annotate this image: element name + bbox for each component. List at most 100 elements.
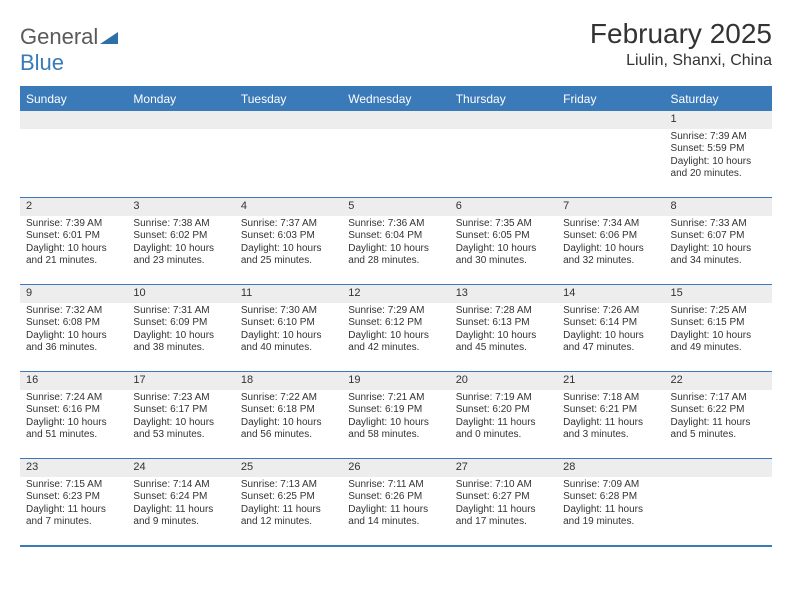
daylight-line: and 51 minutes. bbox=[26, 429, 121, 442]
daylight-line: and 38 minutes. bbox=[133, 342, 228, 355]
sunset-line: Sunset: 6:09 PM bbox=[133, 317, 228, 330]
sunset-line: Sunset: 6:12 PM bbox=[348, 317, 443, 330]
sunset-line: Sunset: 6:07 PM bbox=[671, 230, 766, 243]
day-details: Sunrise: 7:33 AMSunset: 6:07 PMDaylight:… bbox=[665, 216, 772, 272]
sunset-line: Sunset: 6:19 PM bbox=[348, 404, 443, 417]
day-header: Tuesday bbox=[235, 88, 342, 111]
daylight-line: Daylight: 10 hours bbox=[133, 243, 228, 256]
daylight-line: Daylight: 10 hours bbox=[26, 330, 121, 343]
sunset-line: Sunset: 6:06 PM bbox=[563, 230, 658, 243]
week-row: 2Sunrise: 7:39 AMSunset: 6:01 PMDaylight… bbox=[20, 198, 772, 285]
daylight-line: Daylight: 11 hours bbox=[348, 504, 443, 517]
daylight-line: and 20 minutes. bbox=[671, 168, 766, 181]
daylight-line: Daylight: 10 hours bbox=[241, 243, 336, 256]
day-cell: 17Sunrise: 7:23 AMSunset: 6:17 PMDayligh… bbox=[127, 372, 234, 458]
daylight-line: and 9 minutes. bbox=[133, 516, 228, 529]
day-details: Sunrise: 7:23 AMSunset: 6:17 PMDaylight:… bbox=[127, 390, 234, 446]
sunset-line: Sunset: 6:15 PM bbox=[671, 317, 766, 330]
sunrise-line: Sunrise: 7:10 AM bbox=[456, 479, 551, 492]
day-details: Sunrise: 7:21 AMSunset: 6:19 PMDaylight:… bbox=[342, 390, 449, 446]
day-number bbox=[20, 111, 127, 129]
sunrise-line: Sunrise: 7:18 AM bbox=[563, 392, 658, 405]
day-details: Sunrise: 7:35 AMSunset: 6:05 PMDaylight:… bbox=[450, 216, 557, 272]
day-details: Sunrise: 7:10 AMSunset: 6:27 PMDaylight:… bbox=[450, 477, 557, 533]
day-cell: 22Sunrise: 7:17 AMSunset: 6:22 PMDayligh… bbox=[665, 372, 772, 458]
day-number: 11 bbox=[235, 285, 342, 303]
day-number: 25 bbox=[235, 459, 342, 477]
day-header: Thursday bbox=[450, 88, 557, 111]
logo-word-1: General bbox=[20, 24, 98, 49]
daylight-line: Daylight: 10 hours bbox=[133, 330, 228, 343]
sunrise-line: Sunrise: 7:31 AM bbox=[133, 305, 228, 318]
sunrise-line: Sunrise: 7:22 AM bbox=[241, 392, 336, 405]
day-details: Sunrise: 7:25 AMSunset: 6:15 PMDaylight:… bbox=[665, 303, 772, 359]
day-cell: 8Sunrise: 7:33 AMSunset: 6:07 PMDaylight… bbox=[665, 198, 772, 284]
sunset-line: Sunset: 6:13 PM bbox=[456, 317, 551, 330]
sunrise-line: Sunrise: 7:15 AM bbox=[26, 479, 121, 492]
daylight-line: and 53 minutes. bbox=[133, 429, 228, 442]
day-details: Sunrise: 7:29 AMSunset: 6:12 PMDaylight:… bbox=[342, 303, 449, 359]
sunset-line: Sunset: 6:17 PM bbox=[133, 404, 228, 417]
daylight-line: and 17 minutes. bbox=[456, 516, 551, 529]
day-details: Sunrise: 7:39 AMSunset: 6:01 PMDaylight:… bbox=[20, 216, 127, 272]
sunrise-line: Sunrise: 7:39 AM bbox=[26, 218, 121, 231]
day-cell: 4Sunrise: 7:37 AMSunset: 6:03 PMDaylight… bbox=[235, 198, 342, 284]
day-header: Monday bbox=[127, 88, 234, 111]
daylight-line: Daylight: 10 hours bbox=[241, 417, 336, 430]
sunset-line: Sunset: 6:24 PM bbox=[133, 491, 228, 504]
sunset-line: Sunset: 6:23 PM bbox=[26, 491, 121, 504]
day-cell: 1Sunrise: 7:39 AMSunset: 5:59 PMDaylight… bbox=[665, 111, 772, 197]
sunrise-line: Sunrise: 7:14 AM bbox=[133, 479, 228, 492]
day-details: Sunrise: 7:26 AMSunset: 6:14 PMDaylight:… bbox=[557, 303, 664, 359]
daylight-line: and 49 minutes. bbox=[671, 342, 766, 355]
daylight-line: Daylight: 11 hours bbox=[563, 504, 658, 517]
daylight-line: Daylight: 10 hours bbox=[26, 417, 121, 430]
day-cell: 14Sunrise: 7:26 AMSunset: 6:14 PMDayligh… bbox=[557, 285, 664, 371]
daylight-line: Daylight: 11 hours bbox=[241, 504, 336, 517]
day-number: 28 bbox=[557, 459, 664, 477]
daylight-line: Daylight: 11 hours bbox=[563, 417, 658, 430]
day-cell: 11Sunrise: 7:30 AMSunset: 6:10 PMDayligh… bbox=[235, 285, 342, 371]
day-cell: 26Sunrise: 7:11 AMSunset: 6:26 PMDayligh… bbox=[342, 459, 449, 545]
week-row: 23Sunrise: 7:15 AMSunset: 6:23 PMDayligh… bbox=[20, 459, 772, 547]
day-cell: 20Sunrise: 7:19 AMSunset: 6:20 PMDayligh… bbox=[450, 372, 557, 458]
day-cell bbox=[665, 459, 772, 545]
daylight-line: and 36 minutes. bbox=[26, 342, 121, 355]
daylight-line: and 47 minutes. bbox=[563, 342, 658, 355]
daylight-line: and 19 minutes. bbox=[563, 516, 658, 529]
sunset-line: Sunset: 6:14 PM bbox=[563, 317, 658, 330]
daylight-line: Daylight: 11 hours bbox=[456, 504, 551, 517]
day-details: Sunrise: 7:32 AMSunset: 6:08 PMDaylight:… bbox=[20, 303, 127, 359]
sunset-line: Sunset: 6:25 PM bbox=[241, 491, 336, 504]
sunrise-line: Sunrise: 7:17 AM bbox=[671, 392, 766, 405]
day-number bbox=[450, 111, 557, 129]
logo-text: General Blue bbox=[20, 24, 118, 76]
daylight-line: and 34 minutes. bbox=[671, 255, 766, 268]
daylight-line: Daylight: 10 hours bbox=[241, 330, 336, 343]
day-number: 12 bbox=[342, 285, 449, 303]
sunset-line: Sunset: 6:21 PM bbox=[563, 404, 658, 417]
sunrise-line: Sunrise: 7:38 AM bbox=[133, 218, 228, 231]
month-title: February 2025 bbox=[590, 18, 772, 50]
daylight-line: Daylight: 10 hours bbox=[671, 156, 766, 169]
page-header: General Blue February 2025 Liulin, Shanx… bbox=[20, 18, 772, 76]
logo-word-2: Blue bbox=[20, 50, 64, 75]
day-number: 3 bbox=[127, 198, 234, 216]
daylight-line: Daylight: 10 hours bbox=[671, 330, 766, 343]
day-number: 4 bbox=[235, 198, 342, 216]
day-header: Saturday bbox=[665, 88, 772, 111]
sunrise-line: Sunrise: 7:19 AM bbox=[456, 392, 551, 405]
daylight-line: and 30 minutes. bbox=[456, 255, 551, 268]
day-number: 22 bbox=[665, 372, 772, 390]
day-number: 10 bbox=[127, 285, 234, 303]
daylight-line: and 56 minutes. bbox=[241, 429, 336, 442]
day-number bbox=[557, 111, 664, 129]
day-header: Wednesday bbox=[342, 88, 449, 111]
daylight-line: and 42 minutes. bbox=[348, 342, 443, 355]
day-cell: 2Sunrise: 7:39 AMSunset: 6:01 PMDaylight… bbox=[20, 198, 127, 284]
day-cell: 13Sunrise: 7:28 AMSunset: 6:13 PMDayligh… bbox=[450, 285, 557, 371]
sunrise-line: Sunrise: 7:13 AM bbox=[241, 479, 336, 492]
day-number: 26 bbox=[342, 459, 449, 477]
day-number bbox=[127, 111, 234, 129]
sunrise-line: Sunrise: 7:24 AM bbox=[26, 392, 121, 405]
